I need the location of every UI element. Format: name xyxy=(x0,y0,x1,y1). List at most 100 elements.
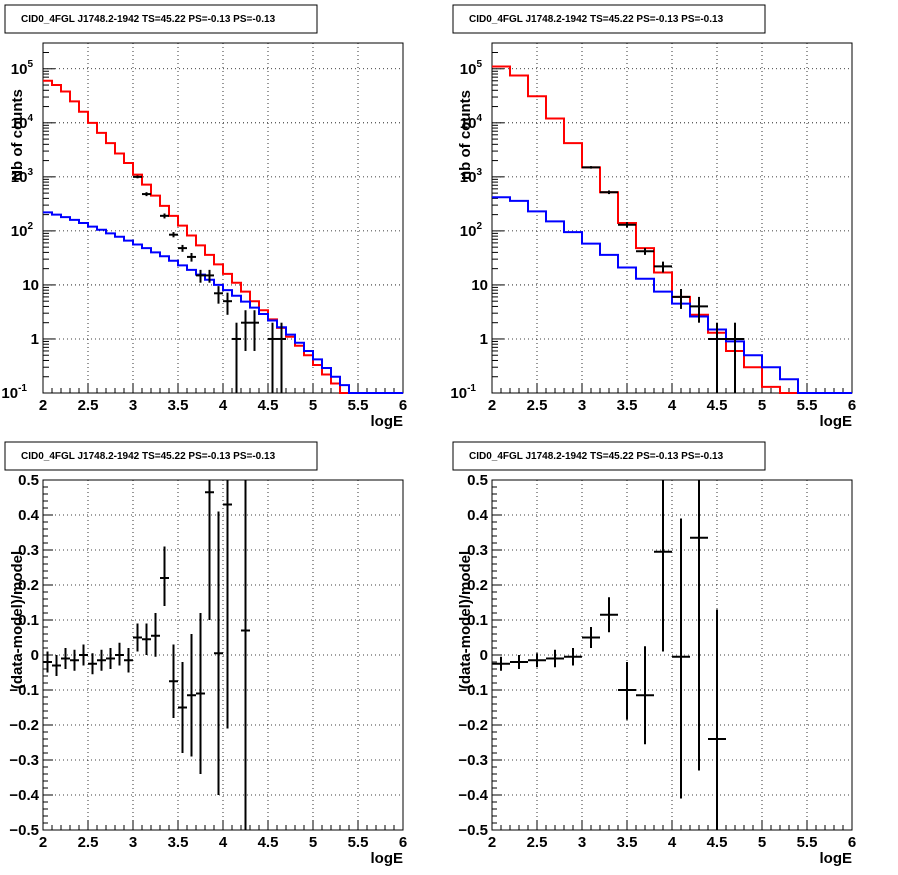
x-tick-label: 5.5 xyxy=(348,834,369,851)
x-tick-label: 3.5 xyxy=(168,834,189,851)
x-axis-label: logE xyxy=(820,413,853,430)
y-tick-label: 0 xyxy=(480,647,488,664)
y-tick-label: 0.3 xyxy=(467,542,488,559)
y-tick-label: 102 xyxy=(460,221,483,240)
histogram-line-red xyxy=(492,65,852,394)
data-point xyxy=(205,269,214,283)
x-tick-label: 5.5 xyxy=(797,834,818,851)
x-tick-label: 6 xyxy=(848,834,856,851)
data-point xyxy=(169,232,178,238)
x-tick-label: 5 xyxy=(758,397,766,414)
x-tick-label: 3 xyxy=(129,397,137,414)
y-tick-label: 0.2 xyxy=(467,577,488,594)
y-tick-label: 104 xyxy=(460,113,483,132)
data-point xyxy=(52,655,61,676)
x-tick-label: 3.5 xyxy=(617,397,638,414)
y-tick-label: 10 xyxy=(471,277,488,294)
plot-frame xyxy=(491,42,853,394)
y-tick-label: 0.4 xyxy=(18,507,40,524)
y-tick-label: 0.4 xyxy=(467,507,489,524)
data-point xyxy=(564,648,582,666)
x-tick-label: 3.5 xyxy=(617,834,638,851)
chart-title: CID0_4FGL J1748.2-1942 TS=45.22 PS=-0.13… xyxy=(21,14,276,25)
data-point xyxy=(106,648,115,669)
y-tick-label: 103 xyxy=(11,167,34,186)
y-tick-label: 0 xyxy=(31,647,39,664)
y-tick-label: −0.4 xyxy=(9,787,39,804)
x-tick-label: 2 xyxy=(39,834,47,851)
data-point xyxy=(187,252,196,262)
x-tick-label: 5.5 xyxy=(348,397,369,414)
data-point xyxy=(582,166,600,169)
x-tick-label: 3 xyxy=(578,397,586,414)
x-tick-label: 6 xyxy=(848,397,856,414)
data-point xyxy=(618,662,636,720)
x-tick-label: 2.5 xyxy=(78,834,99,851)
x-tick-label: 4 xyxy=(668,834,677,851)
y-tick-label: −0.1 xyxy=(458,682,488,699)
y-tick-label: −0.5 xyxy=(9,822,39,839)
x-tick-label: 3 xyxy=(578,834,586,851)
data-point xyxy=(510,655,528,669)
data-point xyxy=(214,511,223,795)
y-tick-label: 0.5 xyxy=(467,472,488,489)
y-axis-label: Nb of counts xyxy=(9,89,26,181)
data-point xyxy=(61,648,70,669)
title-box xyxy=(4,4,318,34)
histogram-line-blue xyxy=(492,196,852,394)
y-tick-label: 0.1 xyxy=(467,612,488,629)
chart-title: CID0_4FGL J1748.2-1942 TS=45.22 PS=-0.13… xyxy=(469,14,724,25)
data-point xyxy=(187,634,196,757)
data-point xyxy=(654,480,672,652)
data-point xyxy=(600,597,618,633)
data-point xyxy=(232,322,241,393)
data-point xyxy=(79,644,88,666)
data-point xyxy=(708,322,726,393)
data-point xyxy=(133,175,142,179)
data-point xyxy=(241,310,250,351)
data-point xyxy=(160,213,169,219)
x-tick-label: 4.5 xyxy=(258,397,279,414)
histogram-line-blue xyxy=(43,211,403,394)
data-point xyxy=(690,480,708,771)
data-point xyxy=(268,322,277,393)
data-point xyxy=(88,653,97,675)
y-tick-label: 105 xyxy=(460,59,483,78)
y-tick-label: 1 xyxy=(480,331,488,348)
chart-title: CID0_4FGL J1748.2-1942 TS=45.22 PS=-0.13… xyxy=(21,451,276,462)
y-tick-label: −0.2 xyxy=(458,717,488,734)
data-point xyxy=(672,518,690,799)
data-point xyxy=(169,644,178,718)
y-tick-label: −0.4 xyxy=(458,787,488,804)
data-point xyxy=(115,642,124,666)
data-point xyxy=(726,322,744,393)
y-tick-label: −0.1 xyxy=(9,682,39,699)
plot-frame xyxy=(42,42,404,394)
x-tick-label: 5 xyxy=(309,834,317,851)
y-tick-label: −0.5 xyxy=(458,822,488,839)
data-point xyxy=(492,656,510,671)
y-tick-label: −0.3 xyxy=(9,752,39,769)
y-tick-label: 10 xyxy=(22,277,39,294)
x-tick-label: 4.5 xyxy=(258,834,279,851)
y-tick-label: −0.2 xyxy=(9,717,39,734)
x-tick-label: 2.5 xyxy=(527,397,548,414)
data-point xyxy=(277,322,286,393)
data-point xyxy=(600,190,618,195)
x-tick-label: 5.5 xyxy=(797,397,818,414)
x-axis-label: logE xyxy=(820,850,853,867)
y-tick-label: −0.3 xyxy=(458,752,488,769)
x-tick-label: 4 xyxy=(219,397,228,414)
y-tick-label: 0.3 xyxy=(18,542,39,559)
y-tick-label: 10-1 xyxy=(450,383,476,402)
data-point xyxy=(178,662,187,753)
data-point xyxy=(241,480,250,830)
y-axis-label: nb of counts xyxy=(457,90,474,180)
x-tick-label: 4.5 xyxy=(707,834,728,851)
title-box xyxy=(452,441,766,471)
y-axis-label: (data-model)/model xyxy=(457,551,474,689)
x-tick-label: 5 xyxy=(309,397,317,414)
data-point xyxy=(708,609,726,830)
y-tick-label: 0.5 xyxy=(18,472,39,489)
